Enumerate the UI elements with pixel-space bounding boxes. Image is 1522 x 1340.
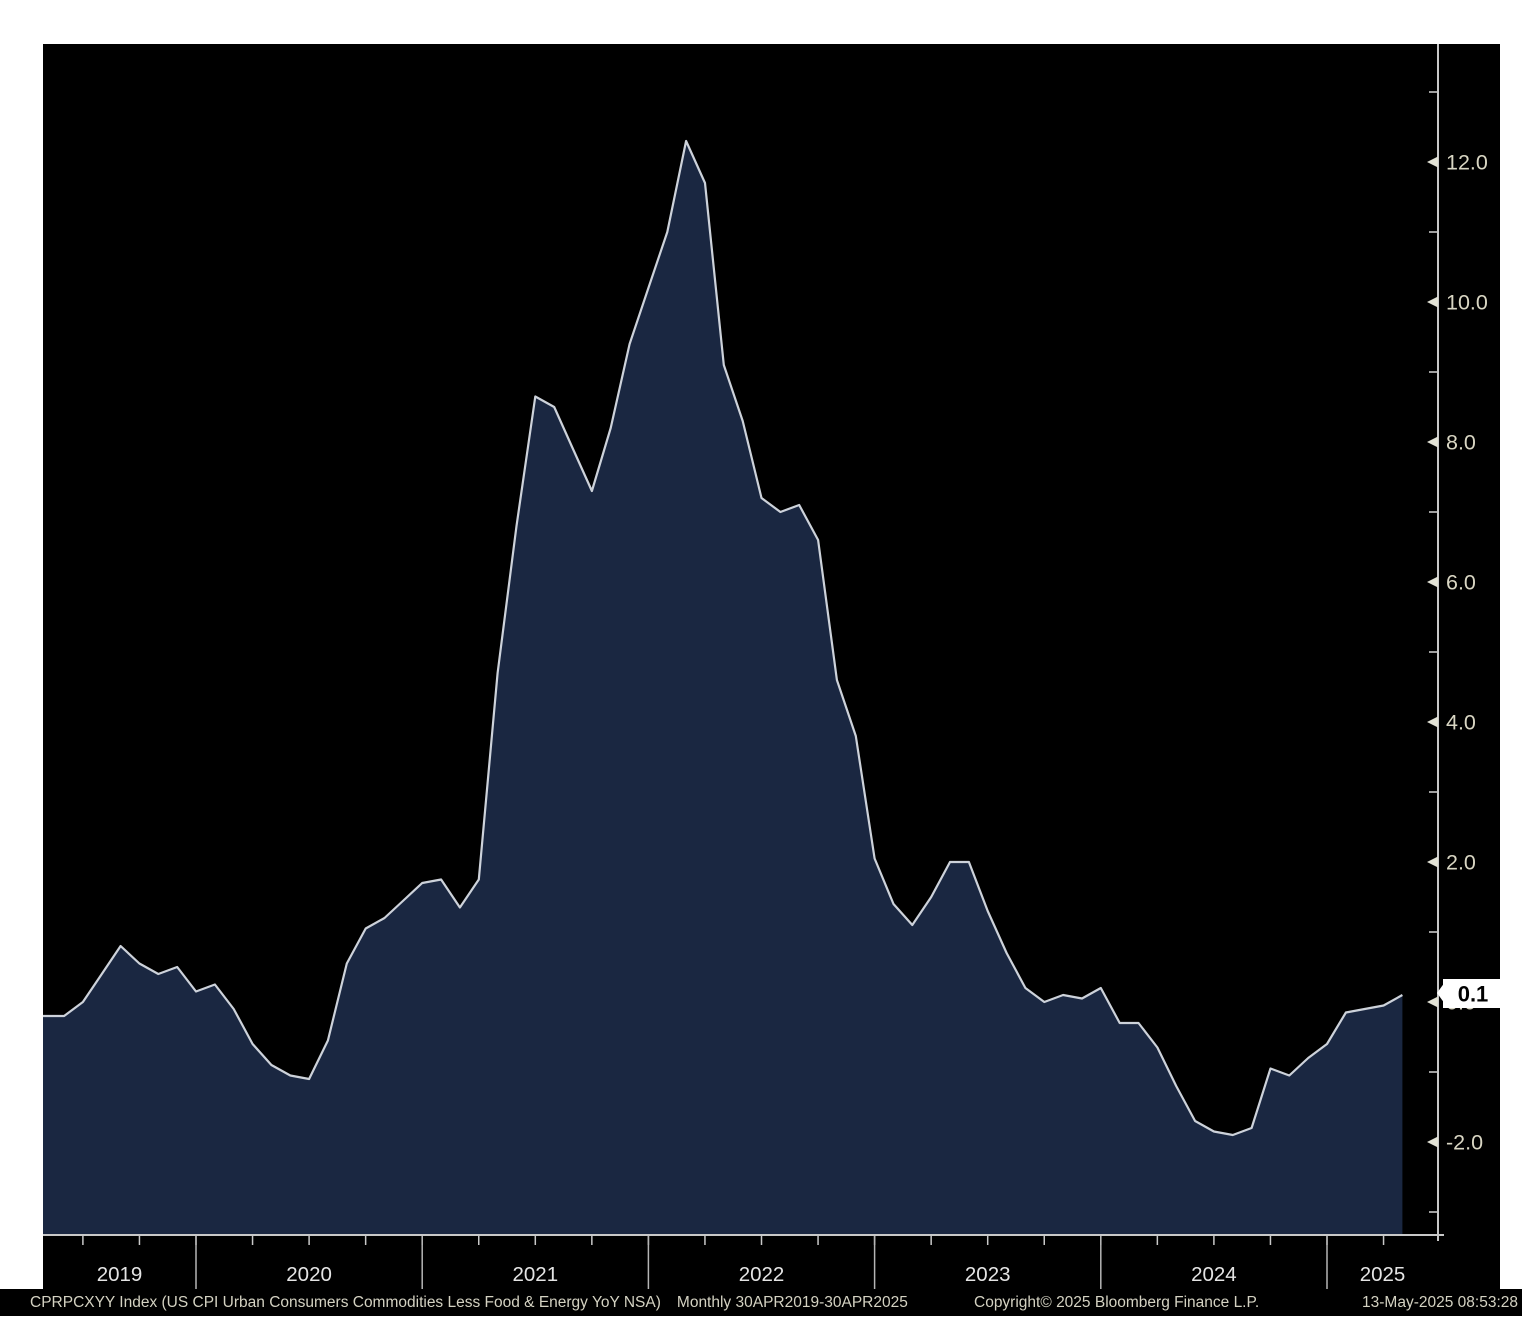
y-tick-label: 6.0 [1446, 571, 1476, 595]
plot-area[interactable] [43, 44, 1438, 1235]
y-tick-label: 4.0 [1446, 711, 1476, 735]
year-label: 2024 [1191, 1263, 1237, 1286]
y-tick-arrow [1427, 1136, 1438, 1148]
timestamp: 13-May-2025 08:53:28 [1362, 1294, 1518, 1311]
last-value-badge [1443, 979, 1503, 1008]
year-label: 2021 [512, 1263, 558, 1286]
y-tick-label: 2.0 [1446, 851, 1476, 875]
y-tick-label: 8.0 [1446, 431, 1476, 455]
year-label: 2022 [739, 1263, 785, 1286]
y-tick-arrow [1427, 996, 1438, 1008]
y-tick-label: 10.0 [1446, 291, 1488, 315]
last-value-text: 0.1 [1458, 982, 1489, 1007]
y-tick-arrow [1427, 156, 1438, 168]
periodicity-range: Monthly 30APR2019-30APR2025 [676, 1294, 908, 1311]
series-line [43, 139, 1403, 1137]
y-tick-label: -2.0 [1446, 1131, 1483, 1155]
chart-footer: CPRPCXYY Index (US CPI Urban Consumers C… [0, 1289, 1522, 1316]
y-tick-arrow [1427, 576, 1438, 588]
copyright-notice: Copyright© 2025 Bloomberg Finance L.P. [974, 1294, 1260, 1311]
year-label: 2023 [965, 1263, 1011, 1286]
y-tick-arrow [1427, 856, 1438, 868]
y-tick-arrow [1427, 296, 1438, 308]
y-tick-arrow [1427, 716, 1438, 728]
y-tick-arrow [1427, 436, 1438, 448]
year-label: 2019 [97, 1263, 143, 1286]
year-label: 2020 [286, 1263, 332, 1286]
ticker-description: CPRPCXYY Index (US CPI Urban Consumers C… [30, 1294, 661, 1311]
y-tick-label: 12.0 [1446, 151, 1488, 175]
area-series [43, 141, 1403, 1235]
year-label: 2025 [1360, 1263, 1406, 1286]
footer-left-group: CPRPCXYY Index (US CPI Urban Consumers C… [30, 1289, 908, 1316]
